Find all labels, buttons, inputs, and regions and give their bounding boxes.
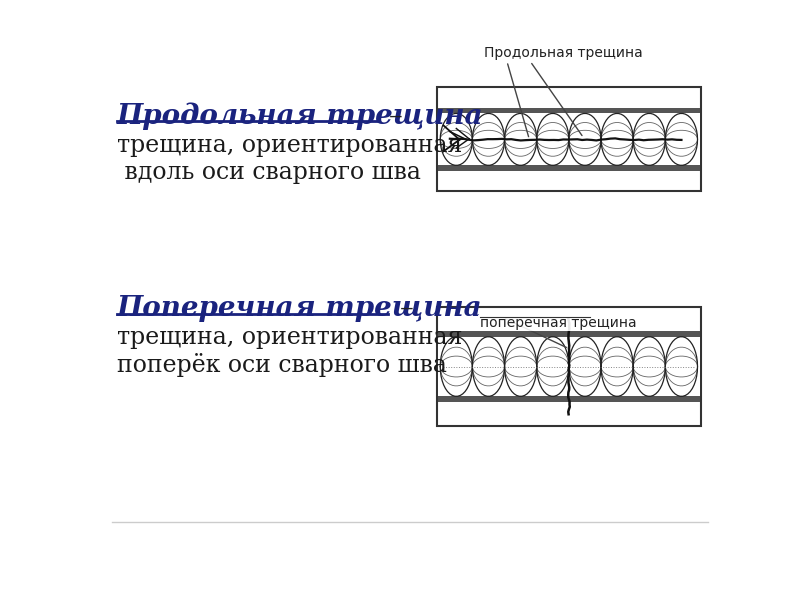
FancyBboxPatch shape [95,67,725,539]
Text: трещина, ориентированная: трещина, ориентированная [117,134,462,157]
Text: Продольная трещина: Продольная трещина [117,103,484,130]
Text: Поперечная трещина: Поперечная трещина [117,295,482,322]
Text: Продольная трещина: Продольная трещина [484,46,642,61]
Text: поперечная трещина: поперечная трещина [480,316,636,330]
Bar [438,337,700,397]
Text: –: – [391,295,414,322]
Text: трещина, ориентированная: трещина, ориентированная [117,326,462,349]
Bar [438,108,700,113]
Bar [437,307,701,426]
Bar [438,113,700,166]
Bar [438,331,700,337]
Text: поперёк оси сварного шва: поперёк оси сварного шва [117,353,447,377]
Text: вдоль оси сварного шва: вдоль оси сварного шва [117,161,421,184]
Bar [438,166,700,170]
Bar [437,88,701,191]
Text: –: – [380,103,402,130]
Bar [438,397,700,403]
